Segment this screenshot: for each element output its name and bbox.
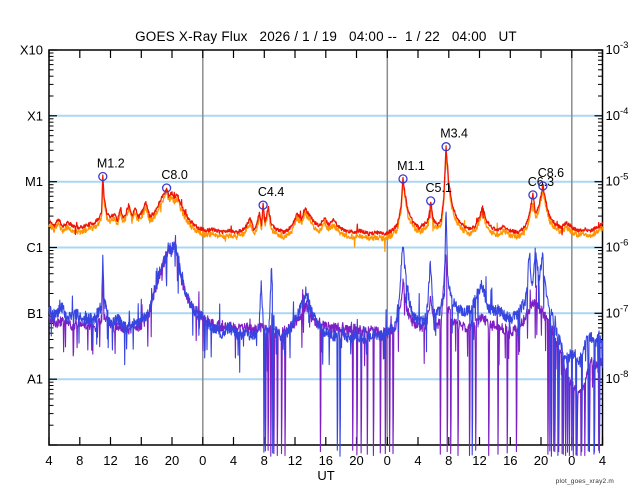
y-left-label-M1: M1: [25, 174, 43, 189]
x-tick-label-18: 4: [599, 453, 606, 468]
flare-marker-C4.4: [258, 200, 268, 210]
x-tick-label-15: 16: [503, 453, 517, 468]
x-tick-label-12: 4: [414, 453, 421, 468]
y-right-label-1e-3: 10-3: [606, 40, 629, 57]
x-tick-label-3: 16: [134, 453, 148, 468]
x-tick-label-2: 12: [103, 453, 117, 468]
y-left-label-X1: X1: [27, 108, 43, 123]
x-tick-label-6: 4: [230, 453, 237, 468]
flare-label-M3.4: M3.4: [440, 127, 468, 141]
flare-marker-C5.1: [426, 196, 436, 206]
axis-labels: X10 X1 M1 C1 B1 A1 10-3 10-4 10-5 10-6 10-7 10-8 4 8 1…: [20, 40, 629, 468]
y-right-label-1e-8: 10-8: [606, 369, 629, 386]
flare-label-C4.4: C4.4: [258, 185, 284, 199]
x-tick-label-17: 0: [568, 453, 575, 468]
y-right-label-1e-7: 10-7: [606, 303, 629, 320]
y-right-label-1e-5: 10-5: [606, 172, 629, 189]
flare-label-C8.0: C8.0: [161, 168, 187, 182]
flare-marker-M1.2: [98, 171, 108, 182]
x-tick-label-11: 0: [384, 453, 391, 468]
flare-marker-M1.1: [398, 174, 408, 184]
flare-marker-C8.0: [161, 183, 172, 193]
x-tick-label-14: 12: [472, 453, 486, 468]
y-right-label-1e-4: 10-4: [606, 106, 629, 123]
y-left-label-X10: X10: [20, 43, 43, 58]
series-xray-short-sat1: [48, 211, 604, 457]
series-xray-short-sat2: [48, 235, 604, 457]
flare-label-C5.1: C5.1: [425, 181, 451, 195]
x-tick-label-10: 20: [349, 453, 363, 468]
flare-marker-M3.4: [441, 142, 451, 152]
script-watermark: plot_goes_xray2.m: [555, 478, 614, 485]
x-tick-label-1: 8: [76, 453, 83, 468]
x-tick-label-0: 4: [45, 453, 52, 468]
flare-label-M1.2: M1.2: [97, 157, 125, 171]
flare-marker-C8.6: [538, 181, 548, 191]
series-xray-long-sat1: [48, 145, 604, 237]
x-tick-label-9: 16: [319, 453, 333, 468]
x-tick-label-16: 20: [534, 453, 548, 468]
y-left-label-B1: B1: [27, 306, 43, 321]
series-xray-long-sat2: [48, 148, 604, 252]
chart-title: GOES X-Ray Flux 2026 / 1 / 19 04:00 -- 1…: [135, 29, 517, 44]
flare-marker-C6.3: [528, 190, 538, 200]
x-tick-label-4: 20: [165, 453, 179, 468]
x-tick-label-8: 12: [288, 453, 302, 468]
x-tick-label-13: 8: [445, 453, 452, 468]
flare-label-C8.6: C8.6: [538, 166, 564, 180]
flare-label-M1.1: M1.1: [397, 159, 425, 173]
x-tick-label-7: 8: [261, 453, 268, 468]
flux-series: [48, 145, 604, 457]
y-left-label-A1: A1: [27, 372, 43, 387]
y-right-label-1e-6: 10-6: [606, 238, 629, 255]
x-tick-label-5: 0: [199, 453, 206, 468]
y-left-label-C1: C1: [26, 240, 43, 255]
flare-annotations: M1.2C8.0C4.4M1.1C5.1M3.4C6.3C8.6: [97, 127, 564, 210]
x-axis-title: UT: [317, 468, 335, 483]
